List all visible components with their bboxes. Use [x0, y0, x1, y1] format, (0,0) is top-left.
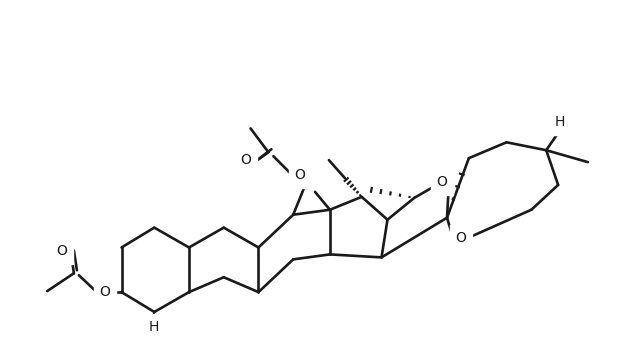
Text: O: O: [99, 285, 110, 299]
Text: O: O: [56, 245, 67, 258]
Text: O: O: [436, 175, 447, 189]
Text: H: H: [149, 320, 159, 334]
Text: O: O: [294, 168, 305, 182]
Text: O: O: [456, 231, 467, 245]
Text: H: H: [555, 115, 565, 130]
Text: O: O: [240, 153, 251, 167]
